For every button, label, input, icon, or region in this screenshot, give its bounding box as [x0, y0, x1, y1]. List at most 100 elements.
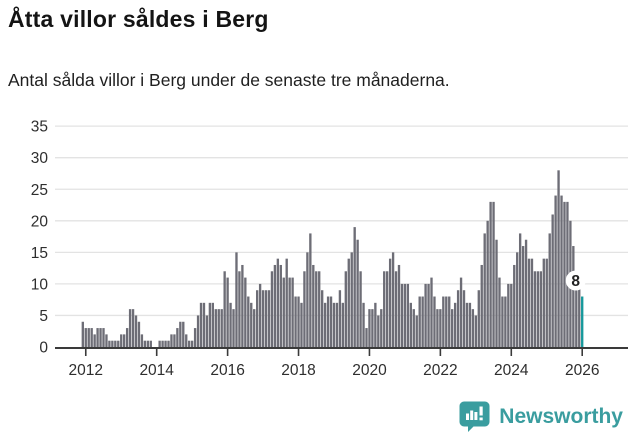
bar	[93, 334, 96, 347]
bar	[456, 290, 460, 347]
bar	[353, 227, 356, 347]
bar	[480, 264, 483, 347]
logo-exclamation-stem	[479, 406, 483, 416]
bar	[208, 302, 212, 347]
bar	[560, 195, 563, 347]
bar	[388, 258, 392, 347]
bar	[190, 340, 194, 347]
bar	[238, 271, 241, 347]
bar	[326, 296, 330, 347]
bar	[356, 239, 359, 347]
bar	[158, 340, 161, 347]
bar	[542, 258, 545, 347]
bar	[247, 296, 250, 347]
bar	[462, 290, 466, 347]
bar	[459, 277, 463, 347]
bar	[445, 296, 448, 347]
bar	[386, 271, 389, 347]
bar	[350, 252, 353, 347]
bar	[524, 239, 528, 347]
bar	[264, 290, 268, 347]
bar	[226, 277, 229, 347]
bar	[572, 246, 575, 347]
bar	[170, 334, 173, 347]
bar	[134, 315, 138, 347]
bar	[406, 283, 410, 347]
bar	[513, 264, 516, 347]
bar	[131, 309, 135, 347]
highlight-label-circle	[565, 270, 586, 291]
bar	[430, 277, 433, 347]
bar	[235, 252, 238, 347]
bar	[403, 283, 407, 347]
bar	[409, 302, 412, 347]
bar	[492, 201, 495, 347]
bar	[199, 302, 203, 347]
bar	[282, 277, 285, 347]
bar	[557, 170, 560, 347]
bar	[516, 252, 519, 347]
bar	[288, 277, 291, 347]
y-tick-label: 30	[31, 150, 49, 167]
bar	[504, 296, 507, 347]
bar	[374, 302, 377, 347]
bar	[365, 328, 368, 347]
y-tick-label: 20	[31, 213, 49, 230]
bar	[545, 258, 548, 347]
footer: Newsworthy	[459, 400, 623, 433]
bar	[321, 290, 324, 347]
bar	[442, 296, 445, 347]
bar	[518, 233, 522, 347]
bar	[371, 309, 374, 347]
newsworthy-logo-icon	[459, 401, 490, 432]
bar	[285, 258, 288, 347]
chart-subtitle: Antal sålda villor i Berg under de senas…	[8, 70, 450, 90]
bar	[255, 290, 259, 347]
bar	[418, 296, 421, 347]
bar	[114, 340, 117, 347]
bar	[105, 334, 108, 347]
highlight-label: 8	[565, 270, 586, 291]
bar	[433, 296, 436, 347]
y-tick-label: 5	[39, 308, 48, 325]
x-tick-label: 2012	[69, 362, 103, 379]
bar	[483, 233, 486, 347]
bar	[140, 334, 144, 347]
bar	[548, 233, 551, 347]
bar	[229, 302, 232, 347]
bar	[323, 302, 327, 347]
x-tick-label: 2022	[423, 362, 457, 379]
bar	[294, 296, 297, 347]
bar	[424, 283, 427, 347]
bar	[498, 277, 501, 347]
bar	[81, 321, 84, 347]
bar	[539, 271, 543, 347]
bar	[507, 283, 510, 347]
bar	[279, 264, 282, 347]
bar	[566, 201, 569, 347]
bar	[536, 271, 540, 347]
bar	[193, 328, 197, 347]
bar	[501, 296, 504, 347]
logo-bar-3	[474, 412, 478, 420]
logo-bar-1	[466, 413, 470, 420]
bar	[303, 271, 306, 347]
y-tick-label: 25	[31, 182, 48, 199]
bar	[99, 328, 102, 347]
bar	[312, 264, 315, 347]
bar	[108, 340, 111, 347]
bar	[533, 271, 537, 347]
logo-exclamation-dot	[479, 417, 483, 421]
bar	[453, 302, 457, 347]
bar	[267, 290, 271, 347]
bar	[397, 264, 401, 347]
bar	[391, 252, 395, 347]
bar	[185, 334, 188, 347]
bar	[415, 315, 418, 347]
bar	[335, 302, 339, 347]
x-tick-label: 2014	[139, 362, 174, 379]
bar	[377, 315, 380, 347]
bar	[297, 296, 300, 347]
bar	[111, 340, 114, 347]
bar	[380, 309, 383, 347]
